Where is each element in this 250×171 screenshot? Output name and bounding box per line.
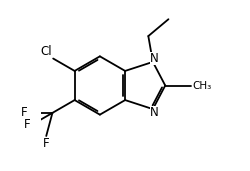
Text: F: F [43,137,49,150]
Text: CH₃: CH₃ [192,81,211,90]
Text: F: F [24,118,31,131]
Text: N: N [149,106,158,119]
Text: Cl: Cl [40,45,52,58]
Text: F: F [21,106,28,119]
Text: N: N [149,52,158,65]
